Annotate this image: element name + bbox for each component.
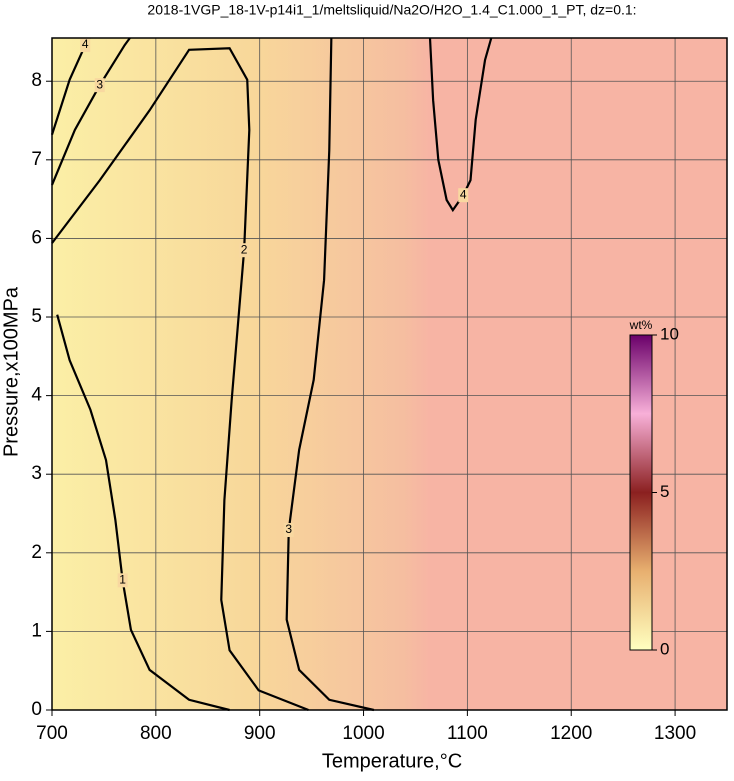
contour-label-bg — [94, 78, 105, 93]
x-tick-label: 1000 — [342, 723, 384, 744]
contour-line — [51, 47, 309, 712]
contour-label: 3 — [285, 522, 292, 536]
x-tick-label: 1100 — [447, 723, 488, 744]
y-tick-label: 1 — [31, 620, 42, 641]
contour-label: 4 — [460, 187, 467, 201]
contour-label-bg — [239, 243, 250, 258]
contour-label-bg — [283, 523, 294, 538]
y-tick-label: 7 — [31, 149, 42, 170]
y-tick-label: 2 — [31, 542, 42, 563]
contour-label: 4 — [82, 37, 89, 51]
colorbar-tick-label: 10 — [660, 324, 679, 343]
x-tick-label: 1300 — [654, 723, 696, 744]
x-tick-label: 900 — [244, 723, 276, 744]
contour-label-bg — [80, 38, 91, 53]
chart-title: 2018-1VGP_18-1V-p14i1_1/meltsliquid/Na2O… — [147, 2, 636, 18]
y-tick-label: 4 — [31, 385, 42, 406]
colorbar-tick-label: 5 — [660, 482, 669, 501]
y-tick-label: 0 — [31, 699, 42, 720]
plot-area — [52, 38, 727, 710]
contour-label-bg — [458, 188, 469, 203]
colorbar-tick-label: 0 — [660, 639, 669, 658]
x-axis-label: Temperature,°C — [322, 750, 462, 772]
contour-line — [428, 37, 493, 213]
contour-label-bg — [117, 573, 128, 588]
x-tick-label: 700 — [36, 723, 68, 744]
y-tick-label: 8 — [31, 70, 42, 91]
contour-label: 2 — [241, 242, 248, 256]
colorbar-label: wt% — [629, 318, 653, 332]
x-tick-label: 800 — [140, 723, 172, 744]
contour-label: 1 — [119, 572, 126, 586]
plot-frame — [51, 37, 728, 711]
contour-label: 3 — [96, 77, 103, 91]
x-tick-label: 1200 — [550, 723, 592, 744]
y-tick-label: 5 — [31, 306, 42, 327]
contour-line — [285, 37, 375, 712]
y-tick-label: 6 — [31, 227, 42, 248]
colorbar — [629, 334, 653, 651]
contour-line — [56, 314, 230, 712]
y-tick-label: 3 — [31, 463, 42, 484]
y-axis-label: Pressure,x100MPa — [0, 286, 22, 457]
